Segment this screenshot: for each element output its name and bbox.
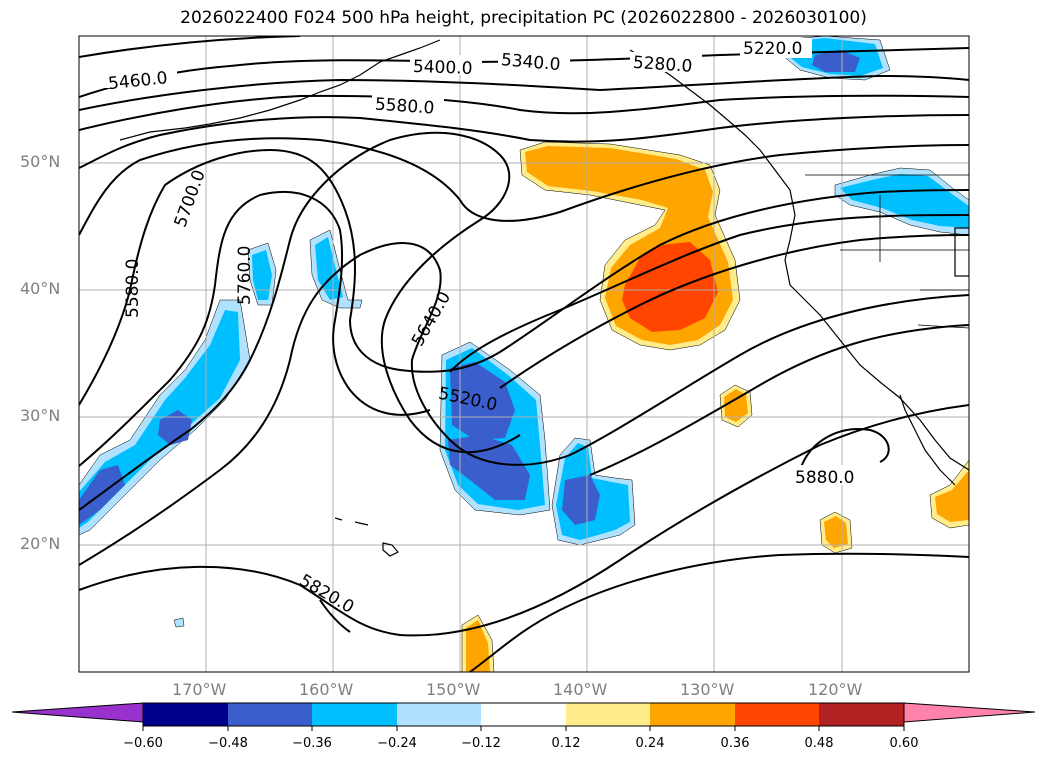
colorbar-tick-label: 0.48 bbox=[804, 736, 834, 751]
contour-line bbox=[79, 137, 969, 236]
colorbar-tick-label: −0.24 bbox=[377, 736, 417, 751]
colorbar-segment bbox=[566, 703, 650, 726]
contour-line bbox=[79, 74, 969, 111]
colorbar-segment bbox=[397, 703, 481, 726]
neg-area bbox=[812, 50, 860, 72]
colorbar-segment bbox=[819, 703, 904, 726]
lat-label: 30°N bbox=[20, 406, 61, 425]
neg-area bbox=[173, 617, 185, 628]
neg-area bbox=[315, 237, 343, 300]
hawaii bbox=[334, 517, 399, 557]
neg-area bbox=[158, 410, 192, 445]
precipitation-shading bbox=[79, 36, 969, 672]
colorbar-tick-label: 0.60 bbox=[889, 736, 919, 751]
contour-line bbox=[79, 114, 969, 169]
graticule bbox=[79, 36, 969, 672]
contour-line bbox=[79, 131, 521, 511]
colorbar-segment bbox=[481, 703, 566, 726]
alaska-coast bbox=[119, 39, 441, 141]
colorbar-extend-left bbox=[11, 702, 144, 723]
contour-label: 5340.0 bbox=[500, 50, 561, 75]
map-inset bbox=[954, 227, 969, 277]
contour-label: 5220.0 bbox=[743, 39, 802, 59]
contour-label: 5640.0 bbox=[408, 288, 455, 350]
contour-line bbox=[79, 404, 969, 637]
contour-line bbox=[799, 428, 890, 471]
lon-label: 120°W bbox=[808, 680, 863, 699]
map-area bbox=[79, 36, 969, 672]
colorbar-segment bbox=[735, 703, 819, 726]
neg-area bbox=[79, 465, 125, 525]
colorbar-tick-label: 0.12 bbox=[551, 736, 581, 751]
contour-line bbox=[469, 552, 969, 672]
lon-label: 140°W bbox=[553, 680, 608, 699]
contour-line bbox=[79, 242, 969, 566]
colorbar-tick-label: 0.36 bbox=[720, 736, 750, 751]
colorbar-tick-label: −0.12 bbox=[461, 736, 501, 751]
contour-label: 5760.0 bbox=[235, 246, 255, 305]
lat-label: 50°N bbox=[20, 152, 61, 171]
contour-line bbox=[79, 94, 969, 131]
lat-label: 40°N bbox=[20, 279, 61, 298]
lon-label: 150°W bbox=[426, 680, 481, 699]
map-frame bbox=[78, 35, 970, 673]
contour-label: 5400.0 bbox=[413, 57, 473, 79]
lat-label: 20°N bbox=[20, 534, 61, 553]
colorbar-tick-label: 0.24 bbox=[635, 736, 665, 751]
neg-area bbox=[252, 250, 272, 300]
colorbar bbox=[11, 702, 1036, 731]
contour-line bbox=[449, 214, 969, 373]
colorbar-segment bbox=[143, 703, 228, 726]
contour-label: 5280.0 bbox=[632, 53, 693, 77]
colorbar-segment bbox=[650, 703, 735, 726]
contour-line bbox=[319, 599, 351, 633]
neg-area bbox=[450, 362, 515, 440]
neg-area bbox=[562, 475, 600, 525]
pos-area bbox=[622, 242, 718, 332]
colorbar-tick-label: −0.36 bbox=[292, 736, 332, 751]
contour-label: 5880.0 bbox=[795, 468, 854, 488]
contour-line bbox=[499, 234, 969, 389]
pos-area bbox=[466, 620, 490, 672]
baja bbox=[899, 394, 956, 486]
colorbar-segment bbox=[228, 703, 312, 726]
pos-area bbox=[724, 389, 748, 422]
contour-line bbox=[79, 190, 431, 467]
colorbar-tick-label: −0.60 bbox=[123, 736, 163, 751]
contour-line bbox=[79, 148, 969, 406]
lon-label: 170°W bbox=[172, 680, 227, 699]
contour-label: 5580.0 bbox=[123, 259, 143, 318]
border-line bbox=[805, 174, 969, 329]
colorbar-tick-label: −0.48 bbox=[208, 736, 248, 751]
contour-label: 5580.0 bbox=[374, 95, 435, 119]
colorbar-segment bbox=[312, 703, 397, 726]
lon-label: 160°W bbox=[299, 680, 354, 699]
chart-title: 2026022400 F024 500 hPa height, precipit… bbox=[180, 8, 867, 28]
contour-line bbox=[79, 36, 301, 58]
colorbar-extend-right bbox=[903, 702, 1036, 723]
lon-label: 130°W bbox=[680, 680, 735, 699]
us-west-coast bbox=[784, 214, 969, 471]
colorbar-frame bbox=[142, 702, 905, 727]
pos-area bbox=[935, 470, 969, 522]
contour-line bbox=[589, 324, 969, 476]
